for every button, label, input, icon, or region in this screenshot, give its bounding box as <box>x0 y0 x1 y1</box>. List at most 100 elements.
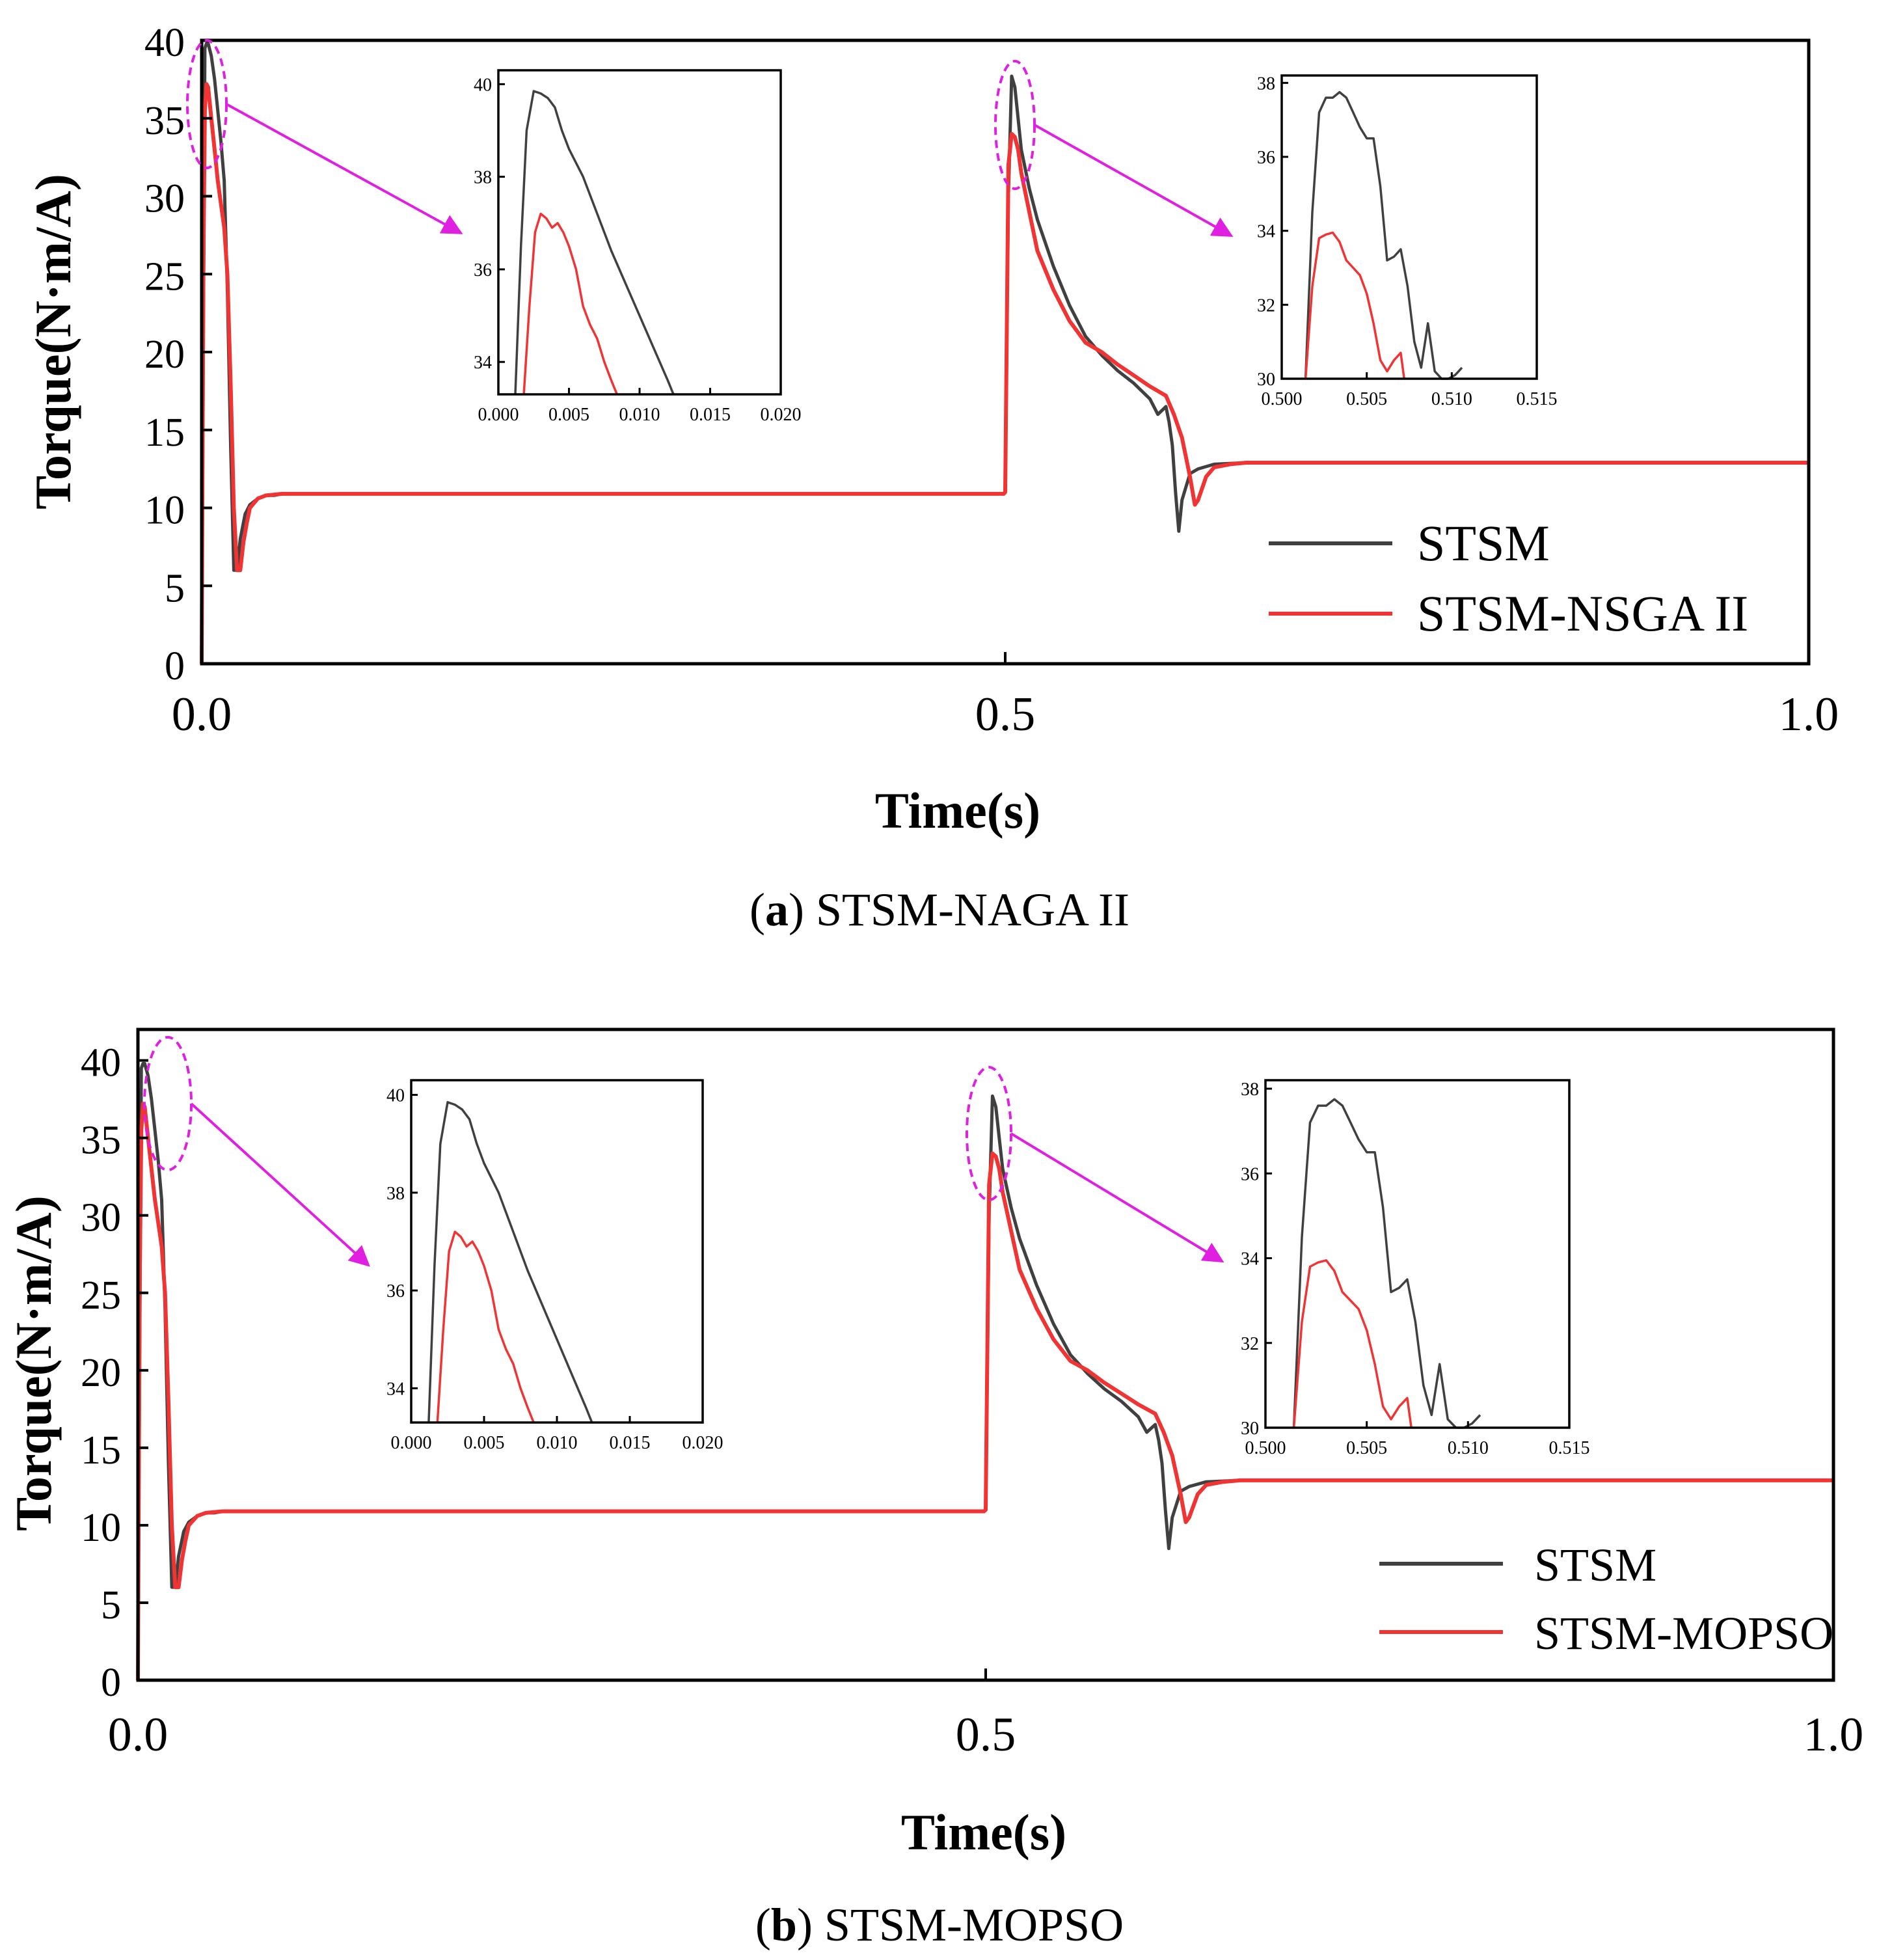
panel-b-inset-xtick-label: 0.020 <box>683 1433 723 1453</box>
panel-a-inset-series-optimized-line <box>522 212 618 395</box>
panel-a-ytick-label: 15 <box>144 411 185 455</box>
panel-a-ytick-label: 10 <box>144 489 185 533</box>
panel-a-inset-xtick-label: 0.015 <box>690 405 731 425</box>
panel-a-inset-xtick-label: 0.020 <box>761 405 802 425</box>
panel-a-xtick-label: 0.0 <box>172 688 232 741</box>
panel-b-inset-xtick-label: 0.005 <box>464 1433 505 1453</box>
panel-b-inset-ytick-label: 30 <box>1241 1419 1259 1439</box>
panel-b-inset-xtick-label: 0.015 <box>610 1433 651 1453</box>
panel-b-caption-text: STSM-MOPSO <box>813 1899 1124 1951</box>
panel-a: 0 5 10 15 20 25 30 35 40 0.0 0.5 1.0 0.000 0.005 0.01… <box>25 21 1839 936</box>
panel-a-highlights <box>186 39 1234 237</box>
panel-b-inset-background <box>1265 1080 1569 1428</box>
panel-a-caption: (a) STSM-NAGA II <box>750 884 1129 936</box>
panel-b-inset-start: 0.000 0.005 0.010 0.015 0.020 34 36 38 40 <box>386 1079 723 1453</box>
panel-a-inset-ytick-label: 34 <box>474 353 492 373</box>
panel-b-inset-ytick-label: 40 <box>386 1086 405 1106</box>
panel-b-ytick-label: 40 <box>81 1041 121 1085</box>
panel-b-xtick-label: 0.5 <box>956 1708 1016 1762</box>
panel-a-ytick-label: 5 <box>165 566 185 610</box>
panel-b-ytick-label: 30 <box>81 1196 121 1240</box>
panel-a-inset-xtick-label: 0.500 <box>1262 389 1303 409</box>
panel-a-ytick-label: 0 <box>165 644 185 688</box>
panel-a-inset-xtick-label: 0.515 <box>1517 389 1558 409</box>
panel-b-inset-ytick-label: 38 <box>386 1184 405 1204</box>
panel-a-xlabel: Time(s) <box>875 782 1040 839</box>
panel-a-inset-ytick-label: 32 <box>1257 295 1275 316</box>
panel-b-series-optimized-line <box>136 1102 1833 1681</box>
panel-a-inset-ytick-label: 40 <box>474 75 492 95</box>
panel-a-inset-ytick-label: 30 <box>1257 370 1275 390</box>
panel-b-inset-xtick-label: 0.010 <box>537 1433 578 1453</box>
panel-b-inset-series-optimized-line <box>436 1231 535 1423</box>
panel-a-ytick-label: 40 <box>144 21 185 65</box>
panel-a-inset-frame <box>1280 74 1538 380</box>
panel-a-inset-xtick-label: 0.000 <box>478 405 519 425</box>
panel-b-inset-ytick-label: 38 <box>1241 1080 1259 1100</box>
panel-b-ytick-label: 10 <box>81 1506 121 1550</box>
panel-b-caption: (b) STSM-MOPSO <box>755 1899 1124 1951</box>
panel-a-inset-series-stsm-line <box>1304 90 1463 380</box>
panel-a-inset-step: 0.500 0.505 0.510 0.515 30 32 34 36 38 <box>1257 74 1558 409</box>
panel-b-highlights <box>143 1036 1224 1267</box>
panel-a-inset-ytick-label: 34 <box>1257 222 1275 242</box>
panel-b-ytick-label: 20 <box>81 1351 121 1395</box>
panel-a-caption-letter: a <box>765 884 789 936</box>
panel-a-ytick-label: 25 <box>144 254 185 299</box>
panel-a-inset-ytick-label: 36 <box>1257 148 1275 168</box>
panel-a-inset-series-optimized-line <box>1304 231 1405 379</box>
panel-a-ytick-label: 30 <box>144 177 185 221</box>
panel-b-inset-xtick-label: 0.500 <box>1245 1438 1286 1458</box>
panel-a-inset-background <box>1282 75 1537 379</box>
panel-a-ytick-label: 35 <box>144 99 185 143</box>
panel-b-main-plot: 0 5 10 15 20 25 30 35 40 0.0 0.5 1.0 <box>81 1028 1864 1762</box>
panel-b-zoom-arrow <box>190 1102 370 1267</box>
panel-a-ytick-label: 20 <box>144 333 185 377</box>
panel-b-inset-step: 0.500 0.505 0.510 0.515 30 32 34 36 38 <box>1241 1079 1590 1458</box>
panel-a-xtick-label: 0.5 <box>975 688 1036 741</box>
panel-a-legend-label-optimized: STSM-NSGA II <box>1417 585 1748 642</box>
panel-a-inset-xtick-label: 0.505 <box>1346 389 1387 409</box>
panel-b-inset-ytick-label: 36 <box>1241 1164 1259 1184</box>
panel-b: 0 5 10 15 20 25 30 35 40 0.0 0.5 1.0 0.000 0.005 0.01… <box>5 1028 1864 1951</box>
panel-b-ytick-label: 15 <box>81 1428 121 1473</box>
panel-b-inset-ytick-label: 34 <box>1241 1249 1259 1270</box>
panel-a-inset-ytick-label: 38 <box>474 168 492 188</box>
panel-a-series-optimized-line <box>200 82 1809 664</box>
panel-b-inset-frame <box>1264 1079 1571 1429</box>
panel-a-ylabel: Torque(N·m/A) <box>25 174 81 510</box>
panel-a-inset-xtick-label: 0.510 <box>1431 389 1472 409</box>
panel-b-xtick-label: 1.0 <box>1804 1708 1864 1762</box>
panel-b-ytick-label: 0 <box>101 1661 121 1705</box>
panel-a-main-plot: 0 5 10 15 20 25 30 35 40 0.0 0.5 1.0 <box>144 21 1839 741</box>
panel-b-inset-series-stsm-line <box>1292 1098 1481 1429</box>
panel-a-inset-start: 0.000 0.005 0.010 0.015 0.020 34 36 38 40 <box>474 69 802 425</box>
panel-a-inset-xtick-label: 0.005 <box>548 405 589 425</box>
panel-a-legend-label-stsm: STSM <box>1417 515 1550 571</box>
panel-b-ytick-label: 35 <box>81 1119 121 1163</box>
panel-a-zoom-arrow <box>226 103 463 234</box>
panel-b-zoom-arrow <box>1010 1132 1224 1263</box>
panel-b-legend-label-stsm: STSM <box>1534 1539 1656 1591</box>
panel-a-zoom-arrow <box>1034 124 1234 237</box>
panel-a-inset-background <box>498 70 781 394</box>
panel-b-legend-label-optimized: STSM-MOPSO <box>1534 1607 1833 1659</box>
panel-b-legend: STSM STSM-MOPSO <box>1379 1539 1833 1659</box>
panel-b-inset-ytick-label: 36 <box>386 1281 405 1301</box>
panel-b-inset-xtick-label: 0.505 <box>1346 1438 1387 1458</box>
panel-b-inset-series-stsm-line <box>427 1101 593 1423</box>
panel-b-ytick-label: 5 <box>101 1583 121 1627</box>
panel-b-inset-xtick-label: 0.515 <box>1549 1438 1590 1458</box>
panel-b-inset-ytick-label: 34 <box>386 1379 405 1399</box>
panel-a-legend: STSM STSM-NSGA II <box>1269 515 1748 642</box>
panel-a-inset-ytick-label: 36 <box>474 260 492 280</box>
panel-b-caption-letter: b <box>771 1899 797 1951</box>
panel-a-caption-text: STSM-NAGA II <box>804 884 1129 936</box>
panel-b-inset-ytick-label: 32 <box>1241 1334 1259 1354</box>
panel-a-xtick-label: 1.0 <box>1779 688 1839 741</box>
panel-a-inset-ytick-label: 38 <box>1257 74 1275 94</box>
panel-b-inset-series-optimized-line <box>1292 1259 1413 1428</box>
panel-b-xlabel: Time(s) <box>901 1804 1066 1860</box>
panel-a-inset-series-stsm-line <box>514 90 675 395</box>
